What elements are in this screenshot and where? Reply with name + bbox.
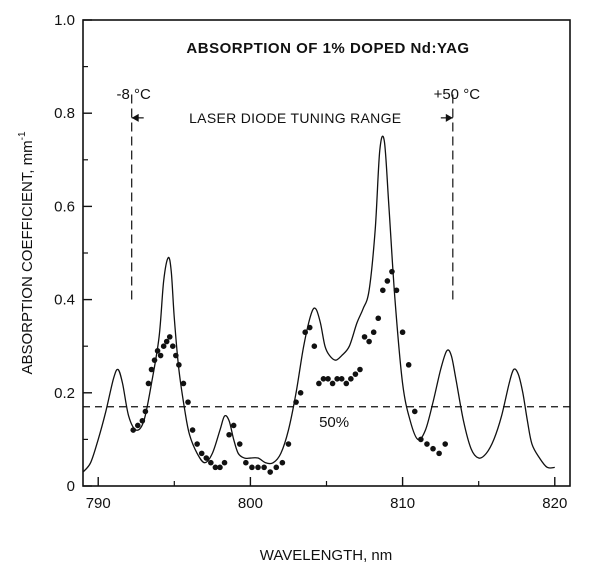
data-point — [380, 287, 386, 294]
data-point — [249, 464, 255, 471]
data-point — [418, 436, 424, 443]
data-point — [236, 441, 243, 447]
data-point — [154, 348, 161, 354]
tuning-range-arrows — [131, 113, 453, 122]
data-point — [217, 464, 223, 471]
data-point — [157, 352, 164, 359]
data-point — [180, 380, 187, 387]
data-point — [329, 380, 336, 387]
data-point — [176, 362, 182, 368]
data-point — [361, 334, 368, 340]
data-point — [212, 464, 219, 471]
data-point — [151, 357, 158, 363]
x-axis-tick-labels: 790 800 810 820 — [86, 495, 568, 512]
data-point — [166, 334, 173, 340]
data-point — [142, 408, 149, 415]
data-point — [338, 376, 345, 382]
y-axis-label: ABSORPTION COEFFICIENT, mm-1 — [17, 131, 36, 375]
x-axis-label: WAVELENGTH, nm — [260, 547, 393, 564]
data-point — [169, 343, 176, 350]
data-point — [160, 343, 167, 350]
data-point — [203, 455, 210, 461]
data-point — [173, 352, 179, 359]
data-point — [279, 459, 286, 466]
tuning-range-label: LASER DIODE TUNING RANGE — [189, 110, 401, 126]
data-point — [430, 445, 436, 452]
data-point — [325, 376, 331, 382]
data-point — [334, 376, 340, 382]
data-point — [393, 287, 400, 294]
data-point — [348, 376, 354, 382]
y-tick-label: 1.0 — [54, 12, 75, 29]
data-point — [316, 380, 322, 387]
data-point — [297, 390, 304, 396]
y-tick-label: 0 — [67, 478, 75, 495]
x-tick-label: 800 — [238, 495, 263, 512]
svg-text:ABSORPTION COEFFICIENT, mm-1: ABSORPTION COEFFICIENT, mm-1 — [17, 131, 36, 375]
data-point — [375, 315, 382, 322]
data-point — [198, 450, 205, 457]
data-point — [208, 459, 214, 466]
data-point — [436, 450, 442, 457]
data-point — [255, 464, 261, 471]
data-point — [405, 362, 412, 368]
data-point — [221, 459, 228, 466]
data-point — [293, 399, 299, 405]
data-point — [243, 459, 249, 466]
data-point — [384, 278, 391, 284]
data-point — [311, 343, 318, 350]
data-point — [370, 329, 377, 336]
data-point — [194, 441, 200, 447]
y-tick-label: 0.6 — [54, 198, 75, 215]
data-point — [189, 427, 196, 433]
x-tick-label: 810 — [390, 495, 415, 512]
tuning-range-right-temperature: +50 °C — [434, 86, 481, 103]
y-tick-label: 0.2 — [54, 385, 75, 402]
y-tick-label: 0.8 — [54, 105, 75, 122]
data-point — [230, 422, 237, 429]
data-point — [366, 338, 372, 345]
y-axis-label-superscript: -1 — [17, 131, 28, 140]
data-point — [399, 329, 406, 336]
data-point — [389, 268, 395, 275]
tuning-arrow-left-head — [131, 113, 139, 122]
data-point — [424, 441, 430, 447]
y-axis-ticks — [83, 19, 92, 487]
data-point — [130, 427, 137, 433]
data-point — [185, 399, 191, 405]
tuning-arrow-right-head — [445, 113, 453, 122]
data-point — [357, 366, 363, 373]
measured-data-points — [130, 268, 449, 475]
x-tick-label: 820 — [542, 495, 567, 512]
absorption-spectrum-curve — [82, 135, 555, 473]
y-tick-label: 0.4 — [54, 292, 75, 309]
data-point — [226, 431, 232, 438]
chart-title: ABSORPTION OF 1% DOPED Nd:YAG — [186, 40, 469, 57]
data-point — [306, 324, 313, 331]
y-axis-tick-labels: 0 0.2 0.4 0.6 0.8 1.0 — [54, 12, 75, 495]
data-point — [352, 371, 359, 377]
data-point — [134, 422, 141, 429]
data-point — [273, 464, 280, 471]
fifty-percent-label: 50% — [319, 414, 349, 431]
data-point — [267, 469, 273, 475]
data-point — [411, 408, 418, 415]
data-point — [163, 338, 170, 345]
y-axis-label-text: ABSORPTION COEFFICIENT, mm — [19, 140, 36, 374]
x-axis-ticks — [97, 477, 556, 486]
data-point — [320, 376, 327, 382]
data-point — [145, 380, 152, 387]
data-point — [302, 329, 308, 336]
data-point — [148, 366, 155, 373]
data-point — [139, 417, 146, 424]
data-point — [442, 441, 449, 447]
data-point — [285, 441, 292, 447]
data-point — [343, 380, 350, 387]
data-point — [261, 464, 267, 471]
x-tick-label: 790 — [86, 495, 111, 512]
tuning-range-left-temperature: -8 °C — [117, 86, 152, 103]
